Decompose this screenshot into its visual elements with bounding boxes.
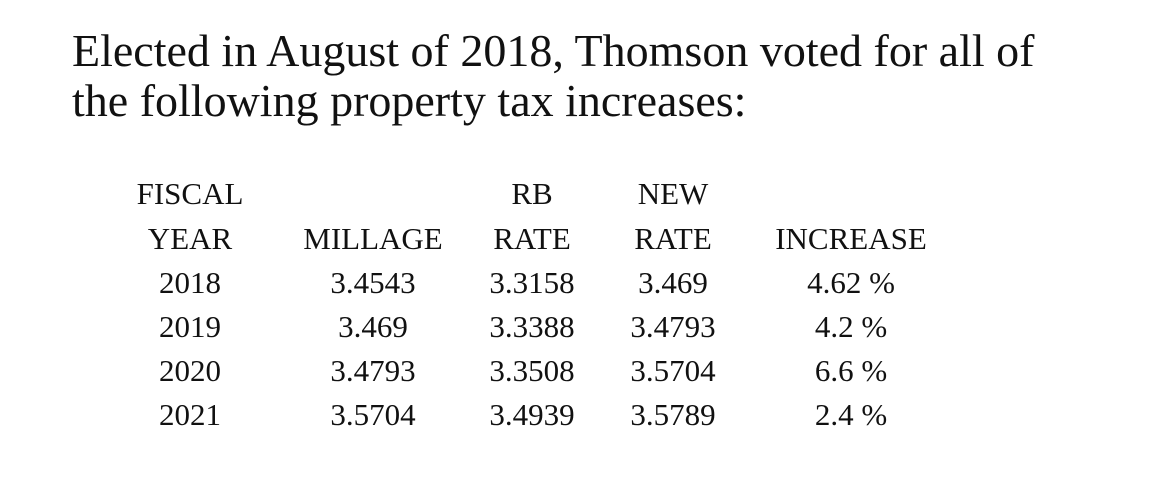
- row-2020-new-rate: 3.5704: [630, 353, 716, 388]
- header-increase: INCREASE: [775, 221, 927, 256]
- row-2021-millage: 3.5704: [330, 397, 416, 432]
- row-2020-year: 2020: [159, 353, 221, 388]
- header-rb: RB: [511, 176, 553, 211]
- header-year: YEAR: [147, 221, 233, 256]
- row-2020-rb-rate: 3.3508: [489, 353, 575, 388]
- heading-line-1: Elected in August of 2018, Thomson voted…: [72, 25, 1035, 76]
- row-2019-rb-rate: 3.3388: [489, 309, 575, 344]
- header-rb-rate: RATE: [493, 221, 571, 256]
- row-2018-new-rate: 3.469: [638, 265, 708, 300]
- row-2019-year: 2019: [159, 309, 221, 344]
- header-new: NEW: [637, 176, 709, 211]
- header-fiscal: FISCAL: [136, 176, 244, 211]
- page-heading: Elected in August of 2018, Thomson voted…: [72, 26, 1132, 126]
- row-2019-millage: 3.469: [338, 309, 408, 344]
- row-2021-new-rate: 3.5789: [630, 397, 716, 432]
- row-2021-year: 2021: [159, 397, 221, 432]
- row-2019-increase: 4.2 %: [814, 309, 888, 344]
- row-2021-increase: 2.4 %: [814, 397, 888, 432]
- header-new-rate: RATE: [634, 221, 712, 256]
- header-millage: MILLAGE: [303, 221, 443, 256]
- row-2018-millage: 3.4543: [330, 265, 416, 300]
- row-2018-increase: 4.62 %: [807, 265, 895, 300]
- row-2019-new-rate: 3.4793: [630, 309, 716, 344]
- row-2018-year: 2018: [159, 265, 221, 300]
- row-2020-millage: 3.4793: [330, 353, 416, 388]
- row-2018-rb-rate: 3.3158: [489, 265, 575, 300]
- heading-line-2: the following property tax increases:: [72, 75, 747, 126]
- row-2021-rb-rate: 3.4939: [489, 397, 575, 432]
- tax-table: FISCAL RB NEW YEAR MILLAGE RATE RATE INC…: [0, 170, 1170, 450]
- row-2020-increase: 6.6 %: [814, 353, 888, 388]
